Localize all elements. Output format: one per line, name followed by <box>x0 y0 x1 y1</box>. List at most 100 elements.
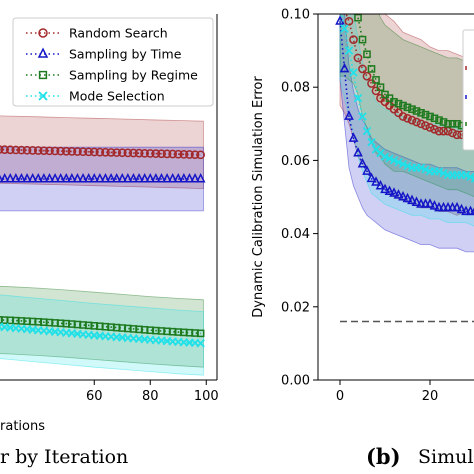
point-sampling-by-time <box>123 173 133 183</box>
point-sampling-by-time <box>393 189 404 199</box>
panel-a-x-ticks: 60 80 100 <box>86 380 219 404</box>
point-random-search <box>412 117 421 127</box>
point-random-search <box>101 147 110 157</box>
point-sampling-by-regime <box>372 76 380 84</box>
point-mode-selection <box>416 163 426 172</box>
legend-item-mode-selection: Mode Selection <box>26 89 165 104</box>
point-random-search <box>50 146 60 156</box>
point-sampling-by-regime <box>354 14 362 22</box>
point-random-search <box>168 149 177 159</box>
point-random-search <box>358 64 367 74</box>
point-random-search <box>349 35 358 44</box>
point-sampling-by-time <box>470 207 474 216</box>
point-sampling-by-time <box>33 173 44 183</box>
point-sampling-by-time <box>50 173 60 183</box>
point-random-search <box>22 145 32 155</box>
point-mode-selection <box>358 112 367 121</box>
point-random-search <box>336 0 343 7</box>
legend-label: Sampling by Time <box>69 47 182 62</box>
point-sampling-by-time <box>139 173 150 183</box>
point-mode-selection <box>385 154 394 163</box>
point-sampling-by-time <box>173 173 184 183</box>
point-mode-selection <box>421 165 430 174</box>
point-sampling-by-time <box>465 205 474 216</box>
point-random-search <box>398 112 408 121</box>
point-sampling-by-time <box>61 173 72 183</box>
point-sampling-by-time <box>134 173 144 183</box>
panel-b-y-ticks: 0.00 0.02 0.04 0.06 0.08 0.10 <box>281 8 318 389</box>
point-random-search <box>134 148 144 158</box>
point-sampling-by-time <box>0 174 4 183</box>
point-sampling-by-time <box>344 110 354 120</box>
point-sampling-by-time <box>72 173 83 183</box>
point-sampling-by-time <box>402 192 413 203</box>
point-random-search <box>106 148 116 157</box>
point-random-search <box>157 149 166 159</box>
point-random-search <box>17 145 26 155</box>
panel-a-x-axis-label: Iterations <box>0 419 45 434</box>
point-sampling-by-time <box>22 173 32 183</box>
point-random-search <box>89 147 99 157</box>
point-sampling-by-time <box>100 173 111 183</box>
point-random-search <box>78 147 88 157</box>
point-random-search <box>45 146 54 156</box>
x-tick-label: 20 <box>422 389 439 404</box>
line-mode-selection <box>340 14 474 180</box>
legend-item-random-search: Random Search <box>26 26 168 41</box>
point-sampling-by-time <box>83 173 94 183</box>
point-sampling-by-time <box>362 165 372 175</box>
point-mode-selection <box>380 152 390 161</box>
point-random-search <box>342 14 347 15</box>
point-sampling-by-regime <box>421 110 430 119</box>
y-tick-label: 0.10 <box>281 8 310 23</box>
y-tick-label: 0.06 <box>281 154 310 169</box>
legend-marker-icon <box>38 70 48 80</box>
panel-a-plot-area <box>0 115 206 376</box>
point-sampling-by-regime <box>350 0 356 6</box>
x-tick-label: 0 <box>336 389 344 404</box>
point-mode-selection <box>367 137 376 147</box>
y-tick-label: 0.00 <box>281 374 310 389</box>
band-sampling-by-regime <box>339 14 474 198</box>
point-sampling-by-regime <box>394 99 403 108</box>
point-sampling-by-time <box>456 203 467 214</box>
point-random-search <box>140 148 149 158</box>
point-sampling-by-time <box>380 183 390 194</box>
point-mode-selection <box>403 161 412 171</box>
point-sampling-by-time <box>353 147 363 157</box>
point-sampling-by-time <box>27 173 38 183</box>
point-random-search <box>28 146 38 155</box>
point-sampling-by-regime <box>367 65 376 73</box>
y-tick-label: 0.08 <box>281 81 310 96</box>
point-random-search <box>173 149 183 159</box>
point-random-search <box>344 16 354 26</box>
y-tick-label: 0.02 <box>281 300 310 315</box>
point-sampling-by-regime <box>426 112 434 121</box>
point-sampling-by-regime <box>346 0 352 2</box>
point-random-search <box>73 147 82 156</box>
x-tick-label: 100 <box>194 389 219 404</box>
legend-marker-icon <box>37 47 49 58</box>
point-sampling-by-regime <box>399 101 407 110</box>
point-random-search <box>129 148 138 158</box>
point-random-search <box>84 147 94 157</box>
point-sampling-by-time <box>411 196 422 206</box>
point-random-search <box>33 146 43 155</box>
point-sampling-by-regime <box>417 109 425 117</box>
legend-label: Sampling by Regime <box>69 68 198 83</box>
panel-b-plot-area <box>335 0 474 323</box>
point-sampling-by-time <box>416 198 426 208</box>
panel-b-legend-frame-edge <box>462 29 474 151</box>
point-mode-selection <box>349 68 358 77</box>
point-mode-selection <box>461 170 471 180</box>
point-sampling-by-time <box>434 201 444 212</box>
point-random-search <box>123 148 133 158</box>
point-sampling-by-time <box>167 173 178 183</box>
point-sampling-by-time <box>67 173 77 183</box>
y-tick-label: 0.04 <box>281 227 310 242</box>
point-sampling-by-time <box>429 200 440 210</box>
point-sampling-by-time <box>348 132 359 142</box>
point-random-search <box>403 113 412 123</box>
point-sampling-by-regime <box>453 119 461 128</box>
legend-marker-icon <box>38 28 48 38</box>
